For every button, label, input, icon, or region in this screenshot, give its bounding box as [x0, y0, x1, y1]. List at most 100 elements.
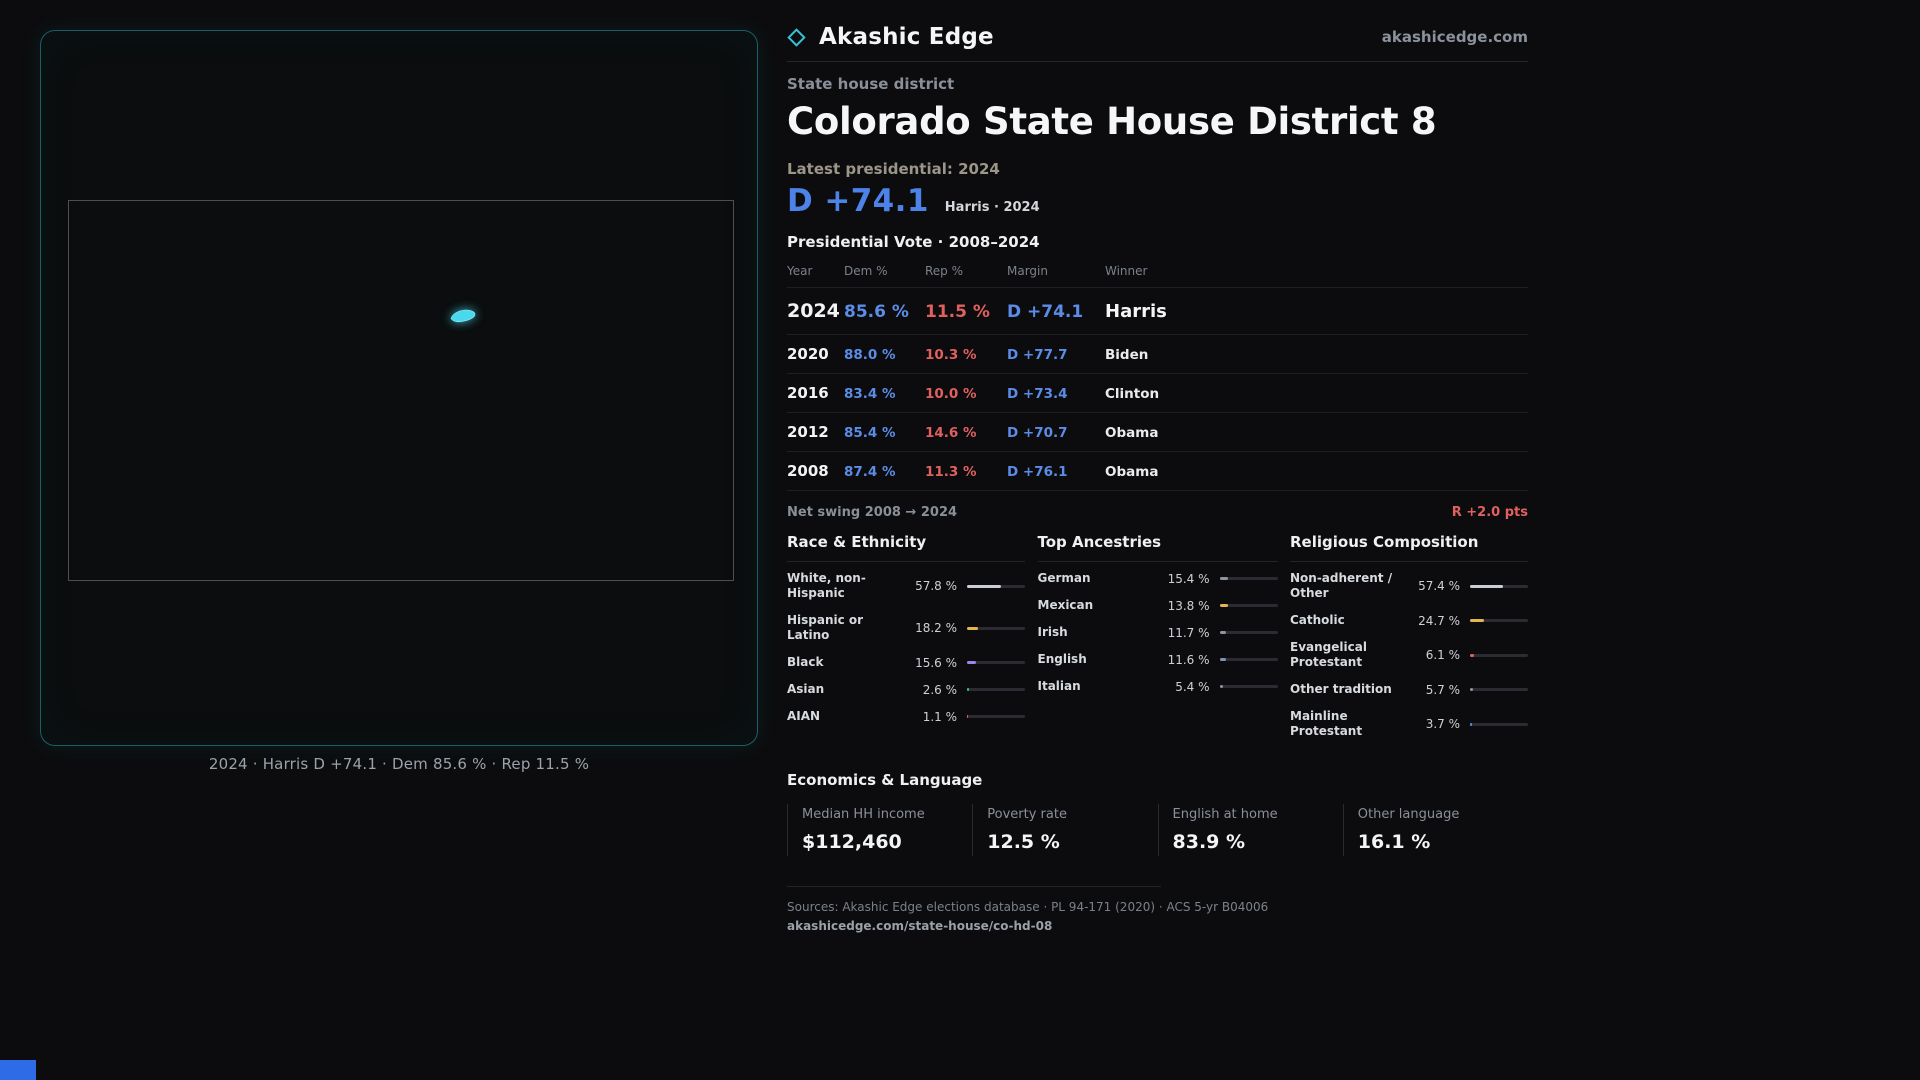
stat-bar-track	[1219, 577, 1278, 580]
cell-margin: D +70.7	[1007, 425, 1068, 441]
colorado-state-outline	[68, 200, 734, 581]
demographic-label: AIAN	[787, 709, 821, 723]
permalink[interactable]: akashicedge.com/state-house/co-hd-08	[787, 919, 1053, 933]
demographic-row: Catholic 24.7 %	[1290, 607, 1528, 634]
demographic-row: Hispanic or Latino 18.2 %	[787, 607, 1025, 649]
vote-table-row: 2024 85.6 % 11.5 % D +74.1 Harris	[787, 287, 1528, 334]
stat-bar-track	[967, 715, 1025, 718]
vote-table-title: Presidential Vote · 2008–2024	[787, 233, 1040, 251]
demographic-value: 5.7 %	[1425, 682, 1460, 697]
cell-dem: 88.0 %	[844, 347, 896, 363]
col-dem: Dem %	[844, 264, 888, 278]
cell-rep: 10.3 %	[925, 347, 977, 363]
demographic-row: German 15.4 %	[1038, 565, 1278, 592]
cell-margin: D +77.7	[1007, 347, 1068, 363]
stat-label: Other language	[1357, 807, 1460, 822]
latest-presidential-label: Latest presidential: 2024	[787, 160, 1000, 178]
net-swing-label: Net swing 2008 → 2024	[787, 505, 958, 520]
demographic-value: 5.4 %	[1175, 679, 1210, 694]
stat-bar-track	[967, 661, 1025, 664]
vote-table-row: 2016 83.4 % 10.0 % D +73.4 Clinton	[787, 373, 1528, 412]
net-swing-value: R +2.0 pts	[1451, 505, 1528, 520]
stat-label: Median HH income	[802, 807, 925, 822]
stat-bar-track	[1470, 688, 1528, 691]
col-year: Year	[787, 264, 813, 278]
cell-winner: Obama	[1105, 464, 1159, 480]
brand-header: Akashic Edge akashicedge.com	[787, 24, 1528, 50]
economics-title: Economics & Language	[787, 771, 983, 789]
cell-year: 2012	[787, 423, 829, 441]
demographic-label: German	[1037, 571, 1091, 585]
economics-stats: Median HH income $112,460 Poverty rate 1…	[787, 804, 1528, 856]
stat-bar-fill	[1219, 658, 1227, 661]
col-rep: Rep %	[925, 264, 964, 278]
demographic-value: 15.6 %	[915, 655, 957, 670]
stat-bar-track	[1219, 685, 1278, 688]
demographic-row: Irish 11.7 %	[1038, 619, 1278, 646]
top-ancestries-title: Top Ancestries	[1037, 533, 1278, 562]
demographic-value: 13.8 %	[1167, 598, 1210, 613]
cell-dem: 83.4 %	[844, 386, 896, 402]
stat-bar-fill	[1470, 619, 1485, 622]
vote-table-row: 2020 88.0 % 10.3 % D +77.7 Biden	[787, 334, 1528, 373]
cell-winner: Harris	[1105, 301, 1167, 322]
col-winner: Winner	[1105, 264, 1148, 278]
brand-domain-link[interactable]: akashicedge.com	[1381, 28, 1528, 46]
stat-bar-track	[967, 584, 1025, 588]
brand: Akashic Edge	[787, 24, 994, 50]
cell-dem: 85.6 %	[844, 302, 909, 322]
demographic-label: Italian	[1037, 679, 1081, 693]
demographic-label: Black	[787, 655, 824, 669]
cell-rep: 14.6 %	[925, 425, 977, 441]
corner-artifact	[0, 1060, 36, 1080]
demographic-row: Non-adherent / Other 57.4 %	[1290, 565, 1528, 607]
vote-table-row: 2008 87.4 % 11.3 % D +76.1 Obama	[787, 451, 1528, 490]
demographic-value: 57.8 %	[915, 579, 957, 593]
demographic-row: Black 15.6 %	[787, 649, 1025, 676]
stat-bar-fill	[1470, 688, 1474, 691]
cell-dem: 85.4 %	[844, 425, 896, 441]
demographic-row: Evangelical Protestant 6.1 %	[1290, 634, 1528, 676]
demographic-label: Mainline Protestant	[1290, 709, 1363, 738]
stat-bar-fill	[967, 584, 1001, 588]
stat-bar-track	[1219, 604, 1278, 607]
race-ethnicity-column: Race & Ethnicity White, non-Hispanic 57.…	[787, 533, 1025, 745]
economics-stat: English at home 83.9 %	[1157, 804, 1343, 856]
cell-rep: 11.3 %	[925, 464, 977, 480]
cell-rep: 10.0 %	[925, 386, 977, 402]
page-title: Colorado State House District 8	[787, 100, 1437, 143]
sources-line: Sources: Akashic Edge elections database…	[787, 900, 1269, 914]
demographic-value: 1.1 %	[922, 709, 957, 724]
presidential-vote-table: Year Dem % Rep % Margin Winner 2024 85.6…	[787, 258, 1528, 491]
cell-winner: Clinton	[1105, 386, 1160, 402]
demographic-label: Mexican	[1037, 598, 1094, 612]
stat-bar-fill	[967, 626, 978, 630]
stat-bar-fill	[1219, 604, 1228, 607]
demographic-row: Asian 2.6 %	[787, 676, 1025, 703]
race-ethnicity-title: Race & Ethnicity	[787, 533, 1025, 562]
stat-bar-track	[967, 626, 1025, 630]
headline-margin-caption: Harris · 2024	[944, 200, 1040, 215]
footer-divider	[787, 886, 1161, 887]
net-swing-row: Net swing 2008 → 2024 R +2.0 pts	[787, 505, 1528, 520]
map-caption: 2024 · Harris D +74.1 · Dem 85.6 % · Rep…	[208, 755, 590, 773]
demographic-value: 18.2 %	[915, 621, 957, 635]
demographic-row: White, non-Hispanic 57.8 %	[787, 565, 1025, 607]
stat-label: Poverty rate	[987, 807, 1067, 822]
col-margin: Margin	[1007, 264, 1048, 278]
district-8-shape	[450, 309, 476, 323]
top-ancestries-column: Top Ancestries German 15.4 % Mexican 13.…	[1037, 533, 1278, 745]
demographic-value: 3.7 %	[1425, 717, 1460, 731]
economics-stat: Other language 16.1 %	[1342, 804, 1528, 856]
demographic-row: Mainline Protestant 3.7 %	[1290, 703, 1528, 745]
demographic-label: Asian	[787, 682, 825, 696]
demographic-value: 15.4 %	[1167, 571, 1210, 586]
demographic-label: Other tradition	[1290, 682, 1392, 696]
cell-winner: Obama	[1105, 425, 1159, 441]
demographic-label: Irish	[1037, 625, 1068, 639]
stat-value: 83.9 %	[1172, 831, 1246, 853]
demographic-label: Catholic	[1290, 613, 1345, 627]
stat-bar-fill	[967, 688, 969, 691]
stat-bar-track	[1470, 619, 1528, 622]
headline-margin-row: D +74.1 Harris · 2024	[787, 183, 1528, 219]
